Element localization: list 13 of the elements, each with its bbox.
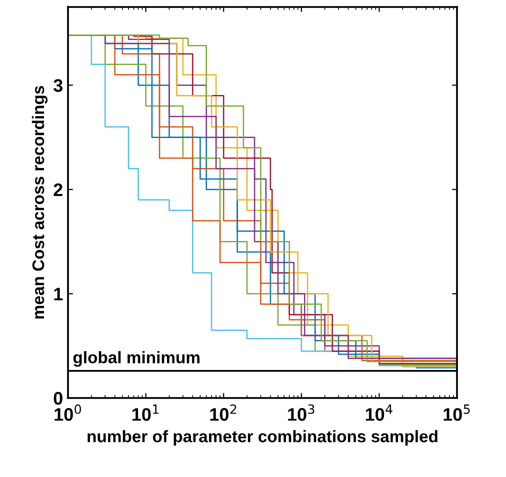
x-tick-label: 10$^{0}$ (54, 404, 82, 421)
y-tick-label: 2 (54, 183, 62, 196)
x-tick-label: 10$^{1}$ (132, 404, 158, 421)
x-tick-label: 10$^{2}$ (210, 404, 236, 421)
x-tick-label: 10$^{4}$ (366, 404, 392, 421)
y-tick-label: 1 (54, 288, 63, 300)
x-tick-label: 10$^{3}$ (288, 404, 314, 421)
y-axis-title: mean Cost across recordings (32, 86, 48, 319)
y-tick-label: 0 (54, 392, 62, 405)
x-tick-label: 10$^{5}$ (444, 404, 470, 421)
ref-line-label: global minimum (73, 351, 200, 367)
y-tick-label: 3 (54, 79, 62, 92)
x-axis-title: number of parameter combinations sampled (88, 430, 438, 446)
